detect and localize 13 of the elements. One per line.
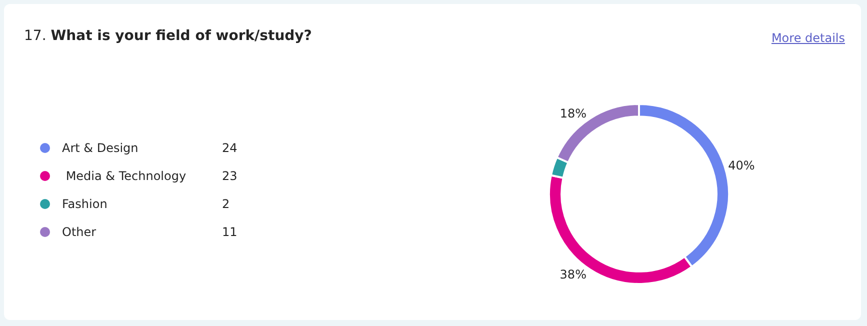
legend-label: Fashion <box>62 197 108 211</box>
data-label: 40% <box>728 158 755 173</box>
legend-label: Other <box>62 225 98 239</box>
text: 2 <box>222 197 230 211</box>
data-label: 38% <box>560 267 586 282</box>
legend-label: Media & Technology <box>64 169 188 183</box>
text: 23 <box>222 169 238 183</box>
data-label: 18% <box>560 106 586 121</box>
text: More details <box>771 31 845 45</box>
text: 11 <box>222 225 238 239</box>
text: 24 <box>222 141 238 155</box>
chart-title: 17. What is your field of work/study? <box>24 28 312 44</box>
legend-label: Art & Design <box>62 141 140 155</box>
